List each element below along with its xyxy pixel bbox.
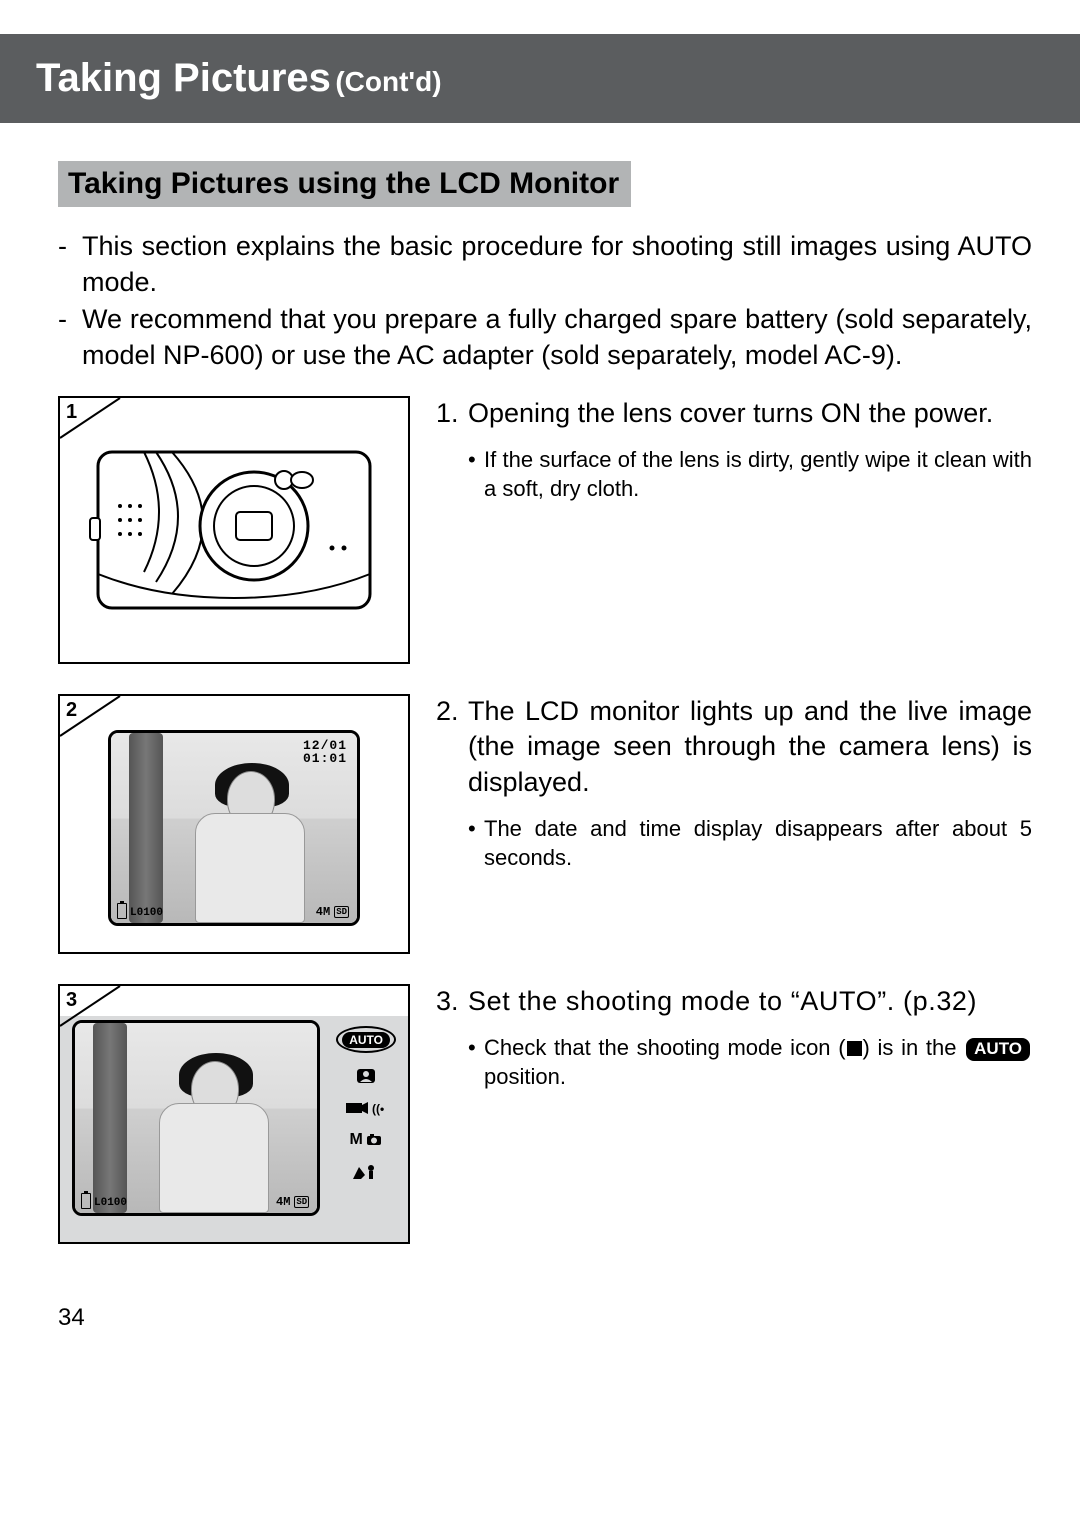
overlay-size: 4M (276, 1195, 290, 1209)
mode-scene-icon (351, 1163, 381, 1181)
bullet: • (468, 814, 484, 872)
step-main: 1. Opening the lens cover turns ON the p… (436, 396, 1032, 432)
dash: - (58, 302, 82, 373)
step-row-1: 1 (58, 396, 1032, 664)
page-content: Taking Pictures using the LCD Monitor - … (0, 123, 1080, 1244)
header-subtitle: (Cont'd) (335, 66, 441, 97)
square-icon (847, 1041, 862, 1056)
sd-icon: SD (294, 1196, 309, 1208)
overlay-size: 4M (316, 905, 330, 919)
steps: 1 (58, 396, 1032, 1244)
battery-icon (117, 903, 127, 919)
figure-number: 2 (66, 699, 77, 722)
sub-item: • If the surface of the lens is dirty, g… (468, 445, 1032, 503)
step-number: 2. (436, 694, 468, 801)
m-label: M (349, 1131, 362, 1149)
header-title: Taking Pictures (36, 56, 331, 100)
figure-2: 2 12/01 01:01 L0100 (58, 694, 410, 954)
overlay-bottom-right: 4M SD (316, 905, 349, 919)
overlay-time: 01:01 (303, 752, 347, 766)
bullet: • (468, 445, 484, 503)
person-graphic (149, 1053, 279, 1213)
step-number: 1. (436, 396, 468, 432)
auto-badge: AUTO (342, 1032, 390, 1048)
overlay-datetime: 12/01 01:01 (303, 739, 347, 766)
section-heading: Taking Pictures using the LCD Monitor (58, 161, 631, 207)
camera-icon (84, 434, 384, 624)
mode-portrait-icon (355, 1067, 377, 1085)
step-text-3: 3. Set the shooting mode to “AUTO”. (p.3… (436, 984, 1032, 1092)
step-number: 3. (436, 984, 468, 1020)
overlay-bottom-left: L0100 (117, 903, 163, 919)
lcd-screen: 12/01 01:01 L0100 4M SD (108, 730, 360, 926)
step-text-2: 2. The LCD monitor lights up and the liv… (436, 694, 1032, 873)
person-graphic (185, 763, 315, 923)
figure-3: 3 L0100 4M SD (58, 984, 410, 1244)
step-body: Set the shooting mode to “AUTO”. (p.32) (468, 984, 1032, 1020)
overlay-counter: L0100 (94, 1197, 127, 1209)
sub-item: • Check that the shooting mode icon ( ) i… (468, 1033, 1032, 1091)
tree-graphic (129, 733, 163, 923)
mode-movie-icon: ((• (346, 1099, 386, 1117)
intro-list: - This section explains the basic proced… (58, 229, 1032, 374)
page-number: 34 (0, 1274, 1080, 1362)
intro-item: - We recommend that you prepare a fully … (58, 302, 1032, 373)
page-header: Taking Pictures (Cont'd) (0, 34, 1080, 123)
dash: - (58, 229, 82, 300)
overlay-bottom-right: 4M SD (276, 1195, 309, 1209)
sub-list: • The date and time display disappears a… (436, 814, 1032, 872)
overlay-counter: L0100 (130, 907, 163, 919)
intro-text: This section explains the basic procedur… (82, 229, 1032, 300)
step-body: The LCD monitor lights up and the live i… (468, 694, 1032, 801)
sub-mid: ) is in the (863, 1035, 965, 1060)
lcd-screen: L0100 4M SD (72, 1020, 320, 1216)
step-row-2: 2 12/01 01:01 L0100 (58, 694, 1032, 954)
tree-graphic (93, 1023, 127, 1213)
step-main: 3. Set the shooting mode to “AUTO”. (p.3… (436, 984, 1032, 1020)
sd-icon: SD (334, 906, 349, 918)
mode-list: AUTO ((• M (336, 1020, 396, 1216)
figure-1: 1 (58, 396, 410, 664)
intro-item: - This section explains the basic proced… (58, 229, 1032, 300)
sub-text: If the surface of the lens is dirty, gen… (484, 445, 1032, 503)
step-body: Opening the lens cover turns ON the powe… (468, 396, 1032, 432)
sub-text: The date and time display disappears aft… (484, 814, 1032, 872)
battery-icon (81, 1193, 91, 1209)
figure-number: 1 (66, 401, 77, 424)
svg-text:((•: ((• (372, 1102, 384, 1116)
sub-pre: Check that the shooting mode icon ( (484, 1035, 846, 1060)
mode-auto-selected: AUTO (336, 1026, 396, 1053)
sub-list: • If the surface of the lens is dirty, g… (436, 445, 1032, 503)
overlay-bottom-left: L0100 (81, 1193, 127, 1209)
auto-inline-badge: AUTO (966, 1038, 1030, 1060)
intro-text: We recommend that you prepare a fully ch… (82, 302, 1032, 373)
step-row-3: 3 L0100 4M SD (58, 984, 1032, 1244)
overlay-date: 12/01 (303, 739, 347, 753)
sub-item: • The date and time display disappears a… (468, 814, 1032, 872)
step-main: 2. The LCD monitor lights up and the liv… (436, 694, 1032, 801)
mode-manual-icon: M (349, 1131, 383, 1149)
sub-text-composite: Check that the shooting mode icon ( ) is … (484, 1033, 1032, 1091)
figure-number: 3 (66, 989, 77, 1012)
bullet: • (468, 1033, 484, 1091)
step-text-1: 1. Opening the lens cover turns ON the p… (436, 396, 1032, 504)
sub-post: position. (484, 1064, 566, 1089)
sub-list: • Check that the shooting mode icon ( ) i… (436, 1033, 1032, 1091)
